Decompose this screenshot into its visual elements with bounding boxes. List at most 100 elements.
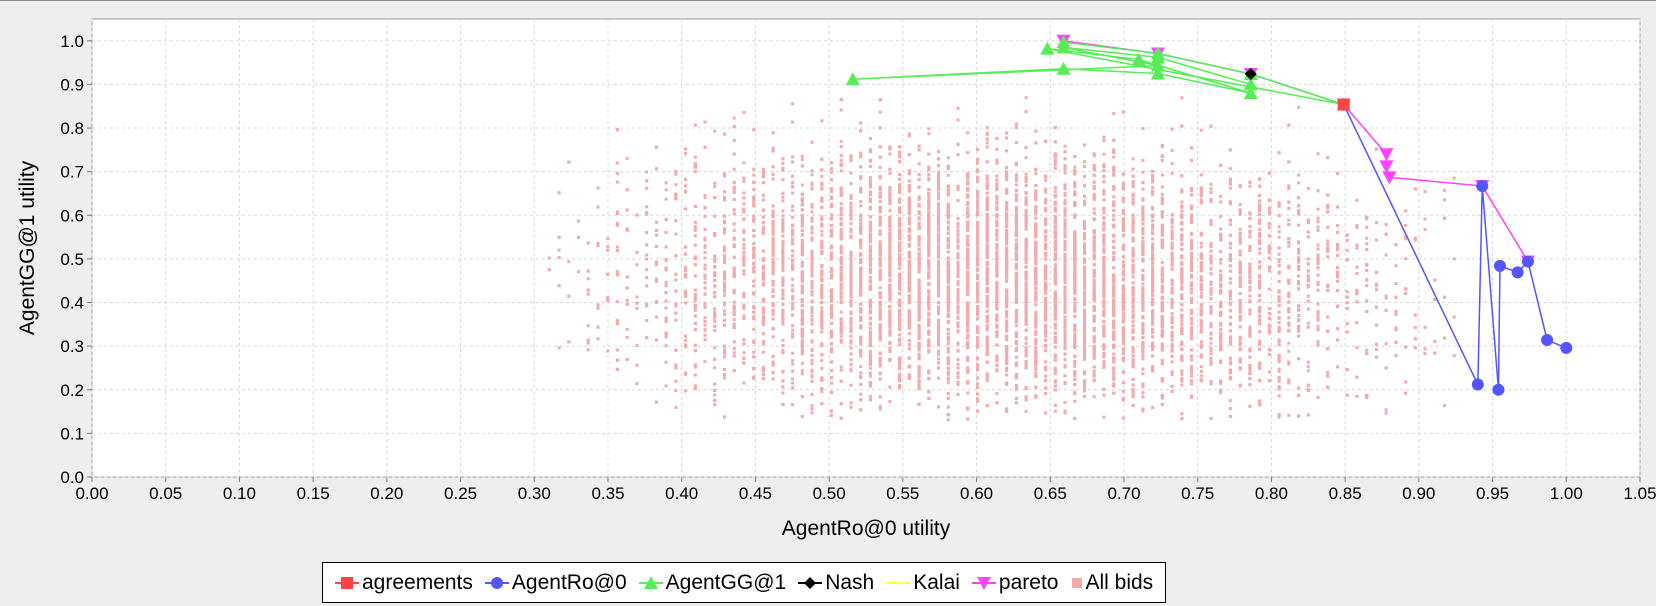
all-bids-point — [1083, 242, 1086, 246]
all-bids-point — [586, 348, 590, 352]
all-bids-point — [1005, 175, 1009, 179]
all-bids-point — [1073, 338, 1077, 342]
plot-area — [91, 18, 1641, 478]
all-bids-point — [810, 411, 814, 415]
all-bids-point — [1044, 178, 1048, 182]
all-bids-point — [898, 280, 902, 284]
all-bids-point — [868, 247, 872, 251]
all-bids-point — [1190, 269, 1193, 272]
all-bids-point — [781, 258, 785, 262]
all-bids-point — [1121, 218, 1125, 222]
all-bids-point — [1238, 239, 1242, 243]
all-bids-point — [810, 173, 814, 177]
all-bids-point — [888, 209, 892, 213]
all-bids-point — [1024, 172, 1028, 176]
all-bids-point — [966, 131, 970, 135]
all-bids-point — [752, 267, 756, 271]
all-bids-point — [732, 167, 736, 171]
all-bids-point — [1034, 325, 1038, 329]
all-bids-point — [1374, 284, 1378, 288]
all-bids-point — [771, 149, 775, 153]
all-bids-point — [878, 356, 882, 360]
all-bids-point — [830, 167, 833, 171]
all-bids-point — [1180, 278, 1184, 281]
all-bids-point — [1248, 325, 1252, 329]
all-bids-point — [800, 238, 804, 242]
all-bids-point — [1219, 200, 1223, 204]
all-bids-point — [684, 338, 687, 342]
all-bids-point — [1005, 301, 1009, 305]
all-bids-point — [849, 269, 853, 272]
all-bids-point — [1443, 404, 1446, 408]
all-bids-point — [1073, 399, 1077, 403]
all-bids-point — [781, 322, 785, 326]
all-bids-point — [1063, 325, 1067, 329]
all-bids-point — [1287, 360, 1291, 364]
all-bids-point — [1267, 171, 1271, 175]
all-bids-point — [1258, 228, 1262, 232]
all-bids-point — [898, 367, 902, 371]
all-bids-point — [742, 179, 746, 183]
all-bids-point — [1141, 326, 1145, 330]
all-bids-point — [1102, 393, 1106, 397]
all-bids-point — [1365, 348, 1369, 352]
all-bids-point — [917, 162, 921, 166]
all-bids-point — [800, 287, 804, 290]
all-bids-point — [995, 364, 999, 368]
all-bids-point — [1306, 307, 1310, 311]
all-bids-point — [1423, 347, 1427, 351]
all-bids-point — [732, 347, 736, 350]
all-bids-point — [1345, 238, 1349, 242]
all-bids-point — [791, 328, 795, 332]
all-bids-point — [1160, 213, 1164, 217]
all-bids-point — [1180, 369, 1184, 373]
all-bids-point — [878, 358, 882, 362]
all-bids-point — [791, 160, 795, 164]
all-bids-point — [1365, 242, 1369, 246]
all-bids-point — [839, 108, 843, 112]
all-bids-point — [1024, 196, 1028, 200]
all-bids-point — [820, 390, 824, 394]
all-bids-point — [771, 254, 775, 258]
all-bids-point — [800, 339, 804, 343]
all-bids-point — [859, 324, 863, 328]
all-bids-point — [1073, 332, 1077, 336]
all-bids-point — [684, 294, 687, 298]
all-bids-point — [771, 257, 775, 261]
all-bids-point — [781, 209, 785, 213]
all-bids-point — [1238, 301, 1242, 305]
all-bids-point — [1190, 258, 1193, 262]
all-bids-point — [742, 291, 746, 295]
all-bids-point — [1024, 156, 1028, 160]
all-bids-point — [1190, 287, 1193, 291]
all-bids-point — [723, 368, 726, 371]
all-bids-point — [839, 246, 843, 250]
all-bids-point — [1005, 223, 1009, 227]
all-bids-point — [1034, 342, 1038, 346]
all-bids-point — [1209, 382, 1213, 386]
all-bids-point — [1044, 269, 1048, 273]
all-bids-point — [742, 269, 746, 273]
all-bids-point — [820, 306, 824, 310]
all-bids-point — [1141, 407, 1145, 411]
all-bids-point — [966, 151, 970, 155]
all-bids-point — [1053, 335, 1057, 339]
all-bids-point — [713, 328, 717, 332]
all-bids-point — [781, 261, 785, 265]
all-bids-point — [1121, 416, 1125, 420]
all-bids-point — [1112, 372, 1116, 376]
all-bids-point — [849, 362, 853, 366]
all-bids-point — [976, 203, 979, 207]
all-bids-point — [1112, 382, 1116, 386]
all-bids-point — [1238, 203, 1242, 207]
all-bids-point — [1209, 341, 1213, 345]
all-bids-point — [723, 190, 726, 194]
all-bids-point — [752, 317, 756, 321]
all-bids-point — [966, 417, 970, 421]
all-bids-point — [1083, 160, 1086, 164]
all-bids-point — [810, 169, 814, 173]
all-bids-point — [1180, 383, 1184, 387]
all-bids-point — [1297, 105, 1301, 109]
all-bids-point — [781, 161, 785, 165]
all-bids-point — [995, 230, 999, 234]
